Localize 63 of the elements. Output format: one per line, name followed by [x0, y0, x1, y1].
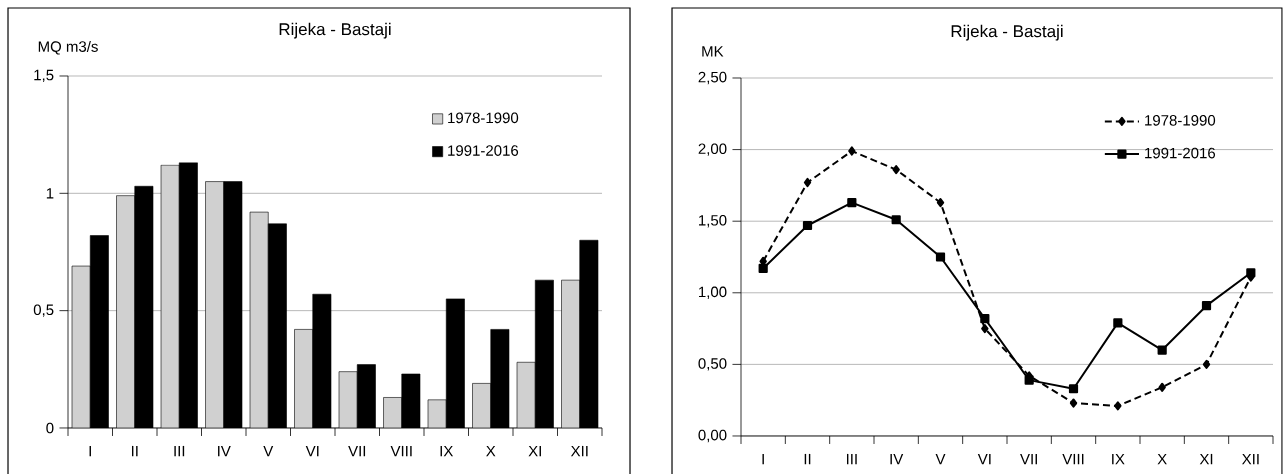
legend-label: 1978-1990	[1145, 115, 1216, 126]
y-tick-label: 0,5	[33, 304, 54, 317]
x-tick-label: I	[89, 445, 91, 457]
y-axis-title: MQ m3/s	[38, 40, 98, 55]
x-tick-label: VIII	[390, 445, 412, 457]
x-tick-label: II	[131, 445, 138, 457]
y-tick-label: 0,00	[698, 429, 727, 443]
point	[1113, 318, 1123, 328]
y-tick-label: 1,50	[699, 214, 727, 228]
x-tick-label: VII	[1020, 453, 1037, 465]
x-tick-label: VI	[977, 453, 991, 465]
x-tick-label: III	[846, 453, 857, 465]
x-tick-label: I	[762, 453, 764, 465]
x-tick-label: V	[263, 445, 274, 457]
chart-title: Rijeka - Bastaji	[279, 22, 391, 39]
y-tick-label: 1,00	[699, 286, 727, 299]
x-tick-label: III	[174, 445, 185, 457]
x-tick-label: IV	[218, 445, 231, 457]
point	[935, 252, 946, 262]
point	[848, 146, 856, 156]
point	[981, 323, 989, 334]
point	[758, 263, 768, 274]
x-tick-label: XII	[1242, 453, 1259, 465]
x-tick-label: II	[804, 453, 811, 465]
point	[1202, 359, 1211, 369]
point	[802, 220, 813, 231]
point	[1068, 384, 1079, 394]
point	[803, 177, 812, 188]
y-tick-label: 0,50	[698, 358, 727, 371]
x-tick-label: XI	[1199, 453, 1213, 465]
point	[1201, 301, 1212, 311]
point	[891, 215, 901, 225]
x-tick-label: X	[486, 445, 496, 457]
x-tick-label: XI	[528, 445, 541, 457]
legend-label: 1991-2016	[448, 145, 519, 156]
x-tick-label: VI	[305, 445, 319, 457]
x-tick-label: V	[935, 453, 946, 465]
point	[892, 165, 900, 175]
y-tick-label: 2,00	[698, 143, 727, 156]
point	[1246, 268, 1256, 278]
y-axis-title: MK	[702, 46, 724, 57]
x-tick-label: VII	[348, 445, 366, 457]
y-tick-label: 1,5	[34, 69, 54, 83]
legend-label: 1978-1990	[448, 112, 519, 124]
x-tick-label: IV	[890, 453, 904, 465]
point	[1069, 398, 1078, 408]
x-tick-label: XII	[570, 445, 588, 457]
y-tick-label: 0	[46, 422, 54, 434]
y-tick-label: 1	[46, 188, 54, 199]
y-tick-label: 2,50	[698, 71, 727, 85]
point	[1158, 382, 1166, 392]
x-tick-label: IX	[440, 445, 454, 457]
point	[980, 313, 990, 324]
point	[1024, 375, 1034, 385]
point	[847, 197, 857, 208]
chart-title: Rijeka - Bastaji	[951, 24, 1063, 41]
point	[1157, 345, 1167, 355]
x-tick-label: VIII	[1062, 453, 1084, 465]
legend-label: 1991-2016	[1145, 147, 1216, 159]
x-tick-label: IX	[1112, 453, 1125, 465]
point	[936, 197, 945, 208]
point	[1114, 401, 1122, 411]
x-tick-label: X	[1157, 453, 1167, 465]
